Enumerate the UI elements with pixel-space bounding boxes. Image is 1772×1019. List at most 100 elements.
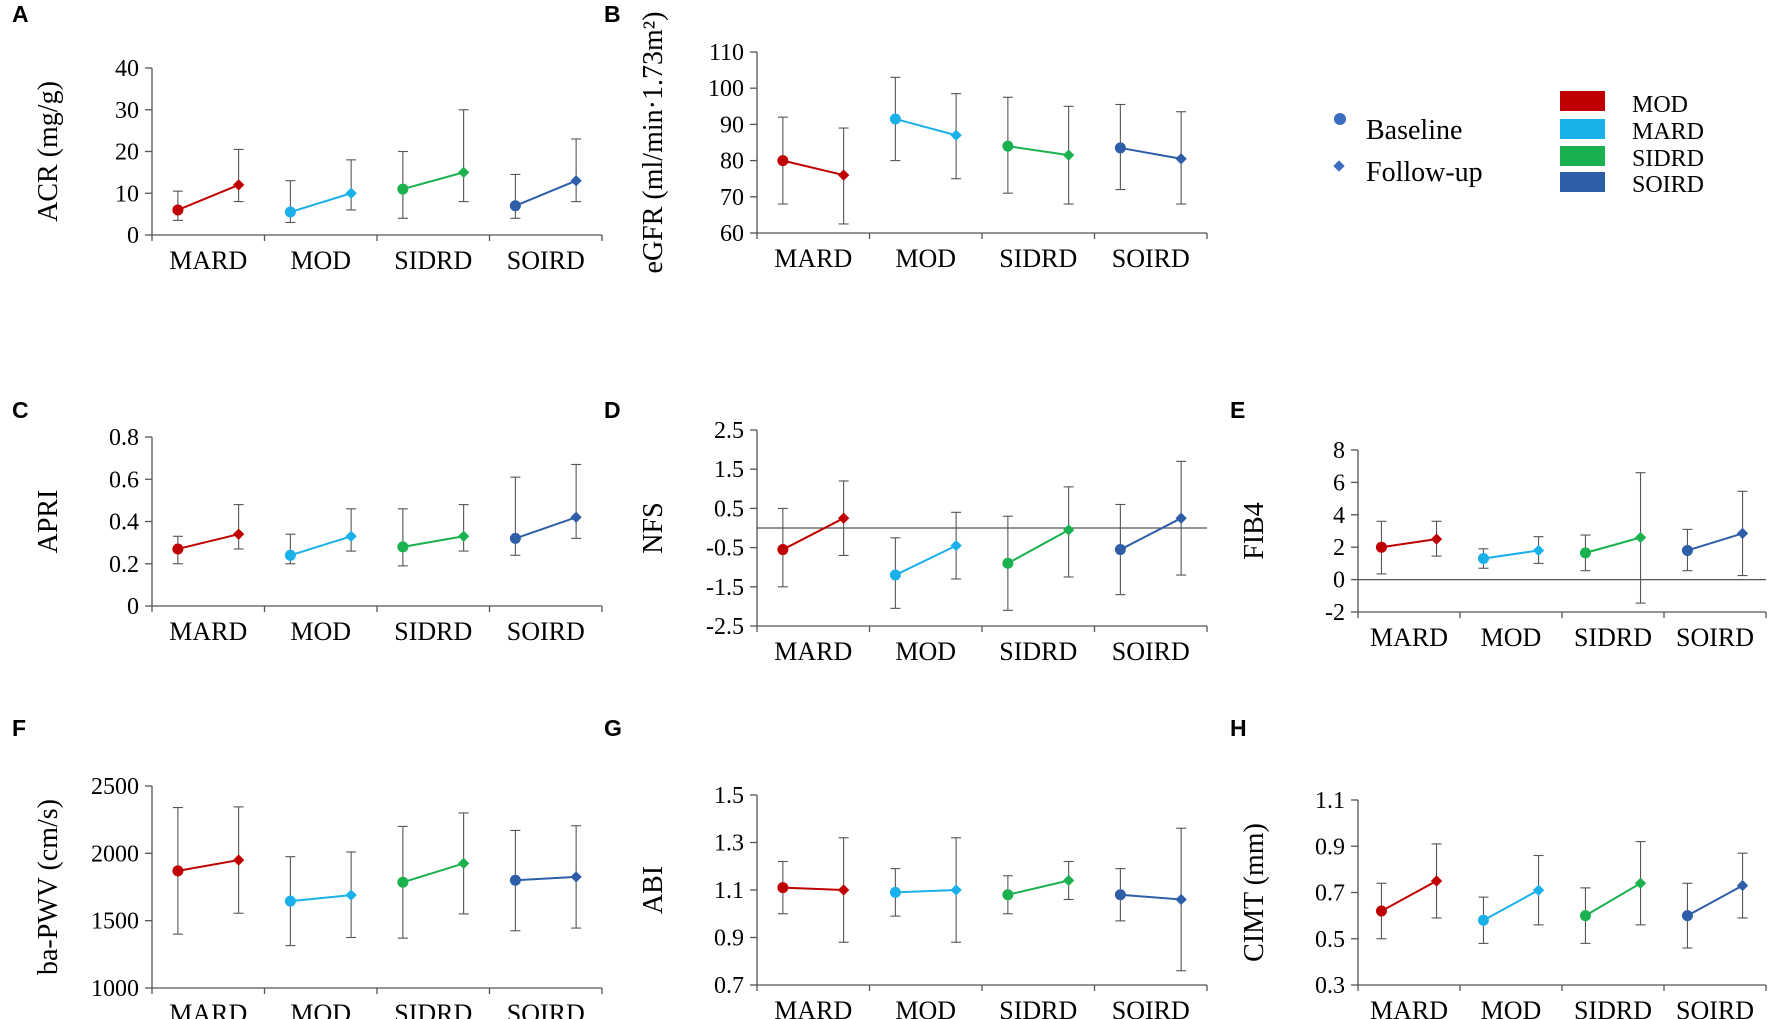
- legend: Baseline Follow-up MOD MARD SIDRD SOIRD: [1333, 91, 1704, 198]
- y-tick-label: 0: [1333, 568, 1345, 594]
- series-line-mod: [1483, 549, 1539, 560]
- y-tick-label: 6: [1333, 470, 1345, 496]
- followup-point-sidrd: [1062, 874, 1075, 887]
- series-line-sidrd: [1584, 882, 1642, 917]
- x-category-label: MOD: [895, 244, 956, 273]
- x-category-label: MOD: [1481, 996, 1542, 1019]
- baseline-point-mod: [889, 113, 901, 125]
- y-tick-label: 1.3: [714, 831, 744, 857]
- followup-point-sidrd: [457, 530, 470, 542]
- y-axis-title: NFS: [638, 502, 669, 553]
- y-axis-title: ACR (mg/g): [33, 81, 64, 222]
- x-category-label: SOIRD: [1676, 996, 1754, 1019]
- x-category-label: SOIRD: [507, 246, 585, 275]
- followup-point-sidrd: [457, 166, 470, 179]
- baseline-point-mod: [284, 549, 296, 561]
- y-tick-label: 0.9: [714, 926, 744, 952]
- y-axis-title: ABI: [638, 866, 669, 914]
- x-category-label: SIDRD: [1574, 623, 1652, 652]
- y-tick-label: 80: [720, 149, 744, 175]
- followup-point-soird: [1175, 512, 1187, 524]
- y-tick-label: 100: [708, 76, 744, 102]
- x-category-label: MARD: [169, 246, 247, 275]
- x-category-label: MARD: [1370, 996, 1448, 1019]
- y-tick-label: 1500: [91, 909, 139, 935]
- y-tick-label: 1.1: [1315, 788, 1345, 814]
- y-tick-label: 0.8: [109, 425, 139, 451]
- x-category-label: SOIRD: [1112, 637, 1190, 666]
- baseline-point-sidrd: [1579, 910, 1591, 922]
- series-line-soird: [1120, 893, 1182, 901]
- baseline-point-soird: [509, 532, 521, 544]
- followup-point-mod: [1532, 884, 1545, 896]
- x-category-label: SOIRD: [1676, 623, 1754, 652]
- followup-point-mard: [837, 512, 850, 524]
- followup-point-mod: [950, 539, 962, 552]
- y-tick-label: 0.5: [1315, 927, 1345, 953]
- legend-swatch-mard: [1560, 119, 1605, 139]
- y-axis-title: ba-PWV (cm/s): [33, 799, 64, 975]
- baseline-point-mod: [889, 569, 901, 581]
- y-axis-title: eGFR (ml/min·1.73m²): [638, 12, 669, 274]
- y-axis-title: APRI: [33, 490, 64, 554]
- chart-panel-c: C 0 0.2 0.4 0.6 0.8 MARD MOD SIDRD SOIRD APRI: [12, 397, 603, 646]
- series-line-mard: [1380, 880, 1438, 912]
- legend-label-sidrd: SIDRD: [1632, 146, 1704, 172]
- baseline-point-sidrd: [397, 183, 409, 195]
- baseline-point-sidrd: [1002, 889, 1014, 901]
- x-category-label: MARD: [169, 999, 247, 1019]
- series-line-soird: [514, 179, 577, 207]
- y-tick-label: 2.5: [714, 418, 744, 444]
- followup-point-mard: [1430, 875, 1443, 887]
- y-tick-label: 0.2: [109, 552, 139, 578]
- y-tick-label: 70: [720, 185, 744, 211]
- series-line-mard: [1381, 538, 1437, 549]
- legend-baseline-marker: [1334, 113, 1346, 125]
- baseline-point-mard: [777, 155, 789, 167]
- y-axis-title: FIB4: [1239, 502, 1270, 560]
- series-line-soird: [1119, 517, 1182, 551]
- followup-point-soird: [1736, 527, 1749, 540]
- x-category-label: MOD: [895, 996, 956, 1019]
- series-line-mod: [1482, 889, 1540, 922]
- x-category-label: MARD: [1370, 623, 1448, 652]
- x-category-label: MARD: [169, 617, 247, 646]
- y-tick-label: 0.9: [1315, 834, 1345, 860]
- y-tick-label: 1000: [91, 976, 139, 1002]
- x-category-label: MOD: [895, 637, 956, 666]
- series-line-mard: [782, 886, 844, 891]
- panel-letter: H: [1230, 715, 1247, 741]
- series-line-mod: [895, 889, 957, 894]
- followup-point-soird: [1175, 893, 1187, 906]
- legend-baseline-label: Baseline: [1366, 115, 1462, 146]
- y-tick-label: 0: [127, 594, 139, 620]
- chart-panel-d: D -2.5 -1.5 -0.5 0.5 1.5 2.5 MARD MOD SIDRD SOIRD N…: [604, 397, 1208, 666]
- chart-panel-a: A 0 10 20 30 40 MARD MOD SIDRD SOIRD ACR (mg/g): [12, 1, 603, 275]
- followup-point-mard: [232, 854, 245, 866]
- y-tick-label: 0.7: [1315, 881, 1345, 907]
- x-category-label: MOD: [1481, 623, 1542, 652]
- chart-panel-h: H 0.3 0.5 0.7 0.9 1.1 MARD MOD SIDRD SOIRD CIMT (m…: [1230, 715, 1767, 1019]
- panel-letter: B: [604, 1, 621, 27]
- followup-point-sidrd: [1634, 877, 1647, 889]
- followup-point-mod: [950, 129, 962, 141]
- y-tick-label: 0: [127, 223, 139, 249]
- y-tick-label: 1.5: [714, 783, 744, 809]
- x-category-label: MOD: [290, 999, 351, 1019]
- y-tick-label: 2: [1333, 535, 1345, 561]
- y-tick-label: 30: [115, 98, 139, 124]
- legend-label-mard: MARD: [1632, 119, 1704, 145]
- y-tick-label: 90: [720, 112, 744, 138]
- baseline-point-mod: [1477, 553, 1489, 565]
- y-axis-title: CIMT (mm): [1239, 823, 1270, 962]
- x-category-label: MARD: [774, 996, 852, 1019]
- legend-swatch-mod: [1560, 91, 1605, 111]
- followup-point-mod: [345, 530, 357, 542]
- baseline-point-mard: [1375, 541, 1387, 553]
- x-category-label: SOIRD: [507, 617, 585, 646]
- followup-point-mard: [837, 169, 850, 181]
- followup-point-sidrd: [457, 857, 470, 870]
- x-category-label: MARD: [774, 637, 852, 666]
- baseline-point-sidrd: [397, 876, 409, 888]
